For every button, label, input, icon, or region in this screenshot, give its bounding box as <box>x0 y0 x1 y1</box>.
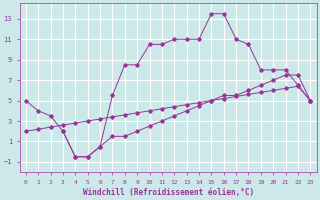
X-axis label: Windchill (Refroidissement éolien,°C): Windchill (Refroidissement éolien,°C) <box>83 188 254 197</box>
